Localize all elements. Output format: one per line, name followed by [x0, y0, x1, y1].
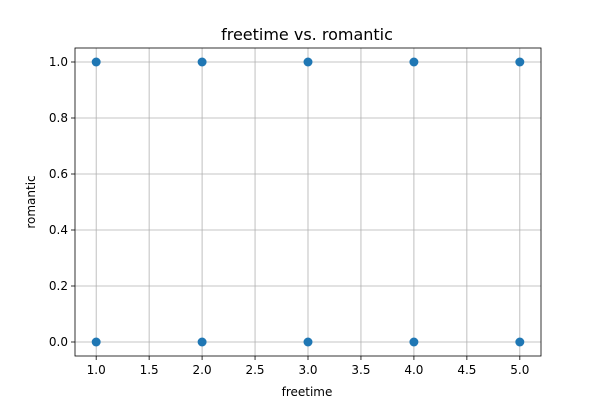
y-tick-label: 0.0 — [49, 335, 68, 349]
y-tick-label: 1.0 — [49, 55, 68, 69]
scatter-point — [515, 57, 525, 67]
axis-ticks: 1.0 1.5 2.0 2.5 3.0 3.5 4.0 4.5 5.0 0.0 0.2 0.4 0.6 0… — [49, 55, 529, 377]
x-tick-label: 1.5 — [140, 363, 159, 377]
scatter-point — [409, 337, 419, 347]
y-axis-label: romantic — [24, 175, 38, 228]
chart-title: freetime vs. romantic — [221, 25, 393, 44]
scatter-point — [197, 337, 207, 347]
scatter-point — [409, 57, 419, 67]
x-tick-label: 4.5 — [457, 363, 476, 377]
x-tick-label: 5.0 — [510, 363, 529, 377]
scatter-point — [303, 337, 313, 347]
x-tick-label: 1.0 — [87, 363, 106, 377]
x-axis-label: freetime — [282, 385, 333, 399]
x-tick-label: 2.0 — [193, 363, 212, 377]
plot-frame — [74, 47, 542, 357]
scatter-point — [91, 337, 101, 347]
data-points — [91, 57, 525, 347]
scatter-point — [91, 57, 101, 67]
x-tick-label: 3.5 — [351, 363, 370, 377]
y-tick-label: 0.2 — [49, 279, 68, 293]
y-tick-label: 0.8 — [49, 111, 68, 125]
x-tick-label: 2.5 — [245, 363, 264, 377]
scatter-point — [197, 57, 207, 67]
y-tick-label: 0.6 — [49, 167, 68, 181]
x-tick-label: 4.0 — [404, 363, 423, 377]
x-tick-label: 3.0 — [298, 363, 317, 377]
scatter-point — [303, 57, 313, 67]
grid-lines — [75, 48, 541, 356]
y-tick-label: 0.4 — [49, 223, 68, 237]
scatter-point — [515, 337, 525, 347]
